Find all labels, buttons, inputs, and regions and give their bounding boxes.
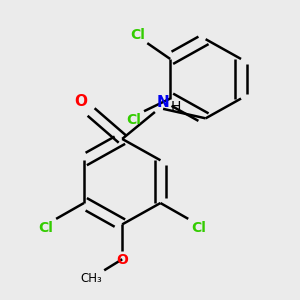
Text: H: H	[171, 100, 181, 114]
Text: N: N	[157, 95, 169, 110]
Text: O: O	[116, 253, 128, 267]
Text: CH₃: CH₃	[81, 272, 103, 285]
Text: Cl: Cl	[130, 28, 145, 42]
Text: Cl: Cl	[191, 221, 206, 236]
Text: O: O	[74, 94, 87, 109]
Text: Cl: Cl	[127, 113, 141, 127]
Text: Cl: Cl	[39, 221, 53, 236]
